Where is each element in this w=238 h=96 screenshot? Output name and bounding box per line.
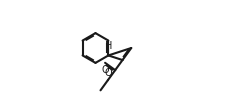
Text: O: O xyxy=(104,68,112,78)
Text: O: O xyxy=(101,65,109,75)
Text: H: H xyxy=(105,41,113,51)
